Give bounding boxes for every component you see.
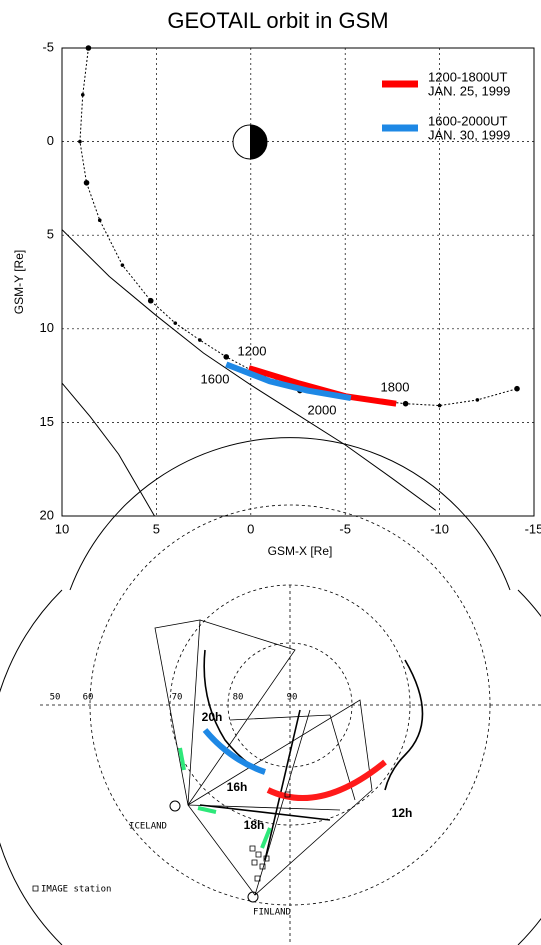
series-line [79, 47, 518, 407]
x-tick-label: 10 [55, 521, 69, 536]
orbit-point [514, 385, 520, 392]
time-label: 16h [227, 780, 248, 794]
orbit-point [475, 398, 480, 402]
polar-map: 50 60 70 80 90 20h 16h 18h 12h ICELAND F… [0, 437, 541, 945]
station-label: ICELAND [129, 822, 167, 832]
orbit-point [83, 179, 90, 186]
y-tick-label: 15 [40, 414, 54, 429]
orbit-point [120, 263, 125, 267]
orbit-point [97, 218, 102, 223]
annotation: 1800 [381, 379, 410, 394]
y-axis-label: GSM-Y [Re] [12, 250, 26, 314]
chart-title: GEOTAIL orbit in GSM [167, 8, 388, 33]
legend-date: JAN. 25, 1999 [428, 83, 510, 98]
y-tick-label: 10 [40, 320, 54, 335]
orbit-point [223, 354, 230, 360]
latitude-label: 80 [233, 693, 244, 703]
orbit-point [147, 297, 154, 304]
time-label: 12h [392, 806, 413, 820]
time-label: 20h [202, 710, 223, 724]
x-axis-label: GSM-X [Re] [268, 544, 333, 558]
series-line [61, 229, 437, 511]
time-label: 18h [244, 818, 265, 832]
y-tick-label: 20 [40, 507, 54, 522]
latitude-label: 70 [172, 693, 183, 703]
orbit-point [80, 93, 85, 97]
latitude-label: 50 [50, 693, 61, 703]
y-tick-label: -5 [42, 39, 54, 54]
orbit-point [85, 45, 92, 51]
latitude-label: 90 [287, 693, 298, 703]
x-tick-label: -15 [525, 521, 541, 536]
map-legend: IMAGE station [41, 885, 111, 895]
orbit-point [198, 338, 202, 342]
orbit-point [78, 139, 82, 144]
legend-label: 1600-2000UT [428, 113, 508, 128]
annotation: 2000 [308, 402, 337, 417]
y-tick-label: 0 [47, 133, 54, 148]
y-tick-label: 5 [47, 227, 54, 242]
latitude-label: 60 [83, 693, 94, 703]
annotation: 1200 [238, 343, 267, 358]
legend-label: 1200-1800UT [428, 69, 508, 84]
station-label: FINLAND [253, 908, 291, 918]
series-line [248, 365, 397, 407]
orbit-point [437, 403, 442, 408]
x-tick-label: 5 [153, 521, 160, 536]
orbit-point [173, 321, 178, 325]
x-tick-label: -5 [339, 521, 351, 536]
annotation: 1600 [201, 371, 230, 386]
x-tick-label: -10 [430, 521, 449, 536]
x-tick-label: 0 [247, 521, 254, 536]
earth [232, 124, 268, 160]
orbit-point [402, 400, 409, 407]
series-line [61, 382, 155, 517]
series-line [225, 361, 352, 402]
legend-date: JAN. 30, 1999 [428, 127, 510, 142]
